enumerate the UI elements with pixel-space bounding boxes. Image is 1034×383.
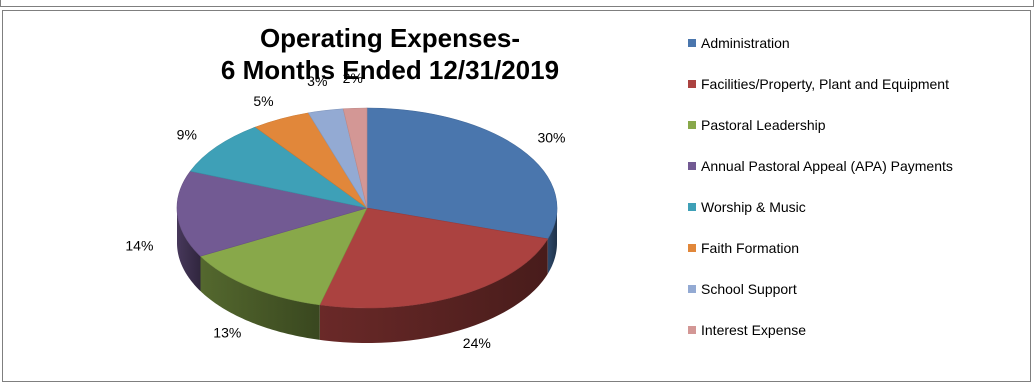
chart-title-line-1: Operating Expenses- xyxy=(259,23,521,53)
legend-item: Pastoral Leadership xyxy=(688,116,826,134)
legend-swatch xyxy=(688,80,696,88)
pie-slice-3 xyxy=(176,170,368,257)
pie-side-3 xyxy=(177,208,201,292)
legend-swatch xyxy=(688,162,696,170)
data-label-7: 2% xyxy=(343,70,363,86)
legend-label: Annual Pastoral Appeal (APA) Payments xyxy=(701,158,953,174)
data-label-2: 13% xyxy=(213,325,241,341)
data-label-3: 14% xyxy=(125,237,153,253)
chart-title-line-2: 6 Months Ended 12/31/2019 xyxy=(220,55,560,85)
legend-item: Annual Pastoral Appeal (APA) Payments xyxy=(688,157,953,175)
legend-swatch xyxy=(688,244,696,252)
legend-item: Interest Expense xyxy=(688,321,806,339)
data-label-5: 5% xyxy=(253,93,273,109)
legend-item: Facilities/Property, Plant and Equipment xyxy=(688,75,949,93)
data-label-4: 9% xyxy=(177,127,197,143)
legend-label: Administration xyxy=(701,35,790,51)
chart-title: Operating Expenses- 6 Months Ended 12/31… xyxy=(190,22,590,86)
legend-label: Interest Expense xyxy=(701,322,807,338)
legend-label: Pastoral Leadership xyxy=(701,117,826,133)
legend-item: Faith Formation xyxy=(688,239,799,257)
legend-item: Administration xyxy=(688,34,790,52)
legend-swatch xyxy=(688,285,696,293)
legend-swatch xyxy=(688,39,696,47)
pie-slice-4 xyxy=(189,126,368,209)
data-label-6: 3% xyxy=(307,73,327,89)
legend-label: Facilities/Property, Plant and Equipment xyxy=(701,76,949,92)
pie-top-group xyxy=(176,107,558,309)
legend-swatch xyxy=(688,203,696,211)
legend-item: School Support xyxy=(688,280,797,298)
legend-label: Worship & Music xyxy=(701,199,806,215)
legend-item: Worship & Music xyxy=(688,198,806,216)
legend-label: Faith Formation xyxy=(701,240,800,256)
pie-slice-0 xyxy=(366,107,558,240)
pie-side-1 xyxy=(319,238,548,343)
pie-slice-1 xyxy=(319,207,549,309)
legend-swatch xyxy=(688,121,696,129)
legend-label: School Support xyxy=(701,281,797,297)
pie-slice-7 xyxy=(342,107,368,209)
pie-side-2 xyxy=(200,256,320,340)
data-label-1: 24% xyxy=(463,335,491,351)
legend-swatch xyxy=(688,326,696,334)
pie-slice-2 xyxy=(199,207,368,306)
data-label-0: 30% xyxy=(537,130,565,146)
